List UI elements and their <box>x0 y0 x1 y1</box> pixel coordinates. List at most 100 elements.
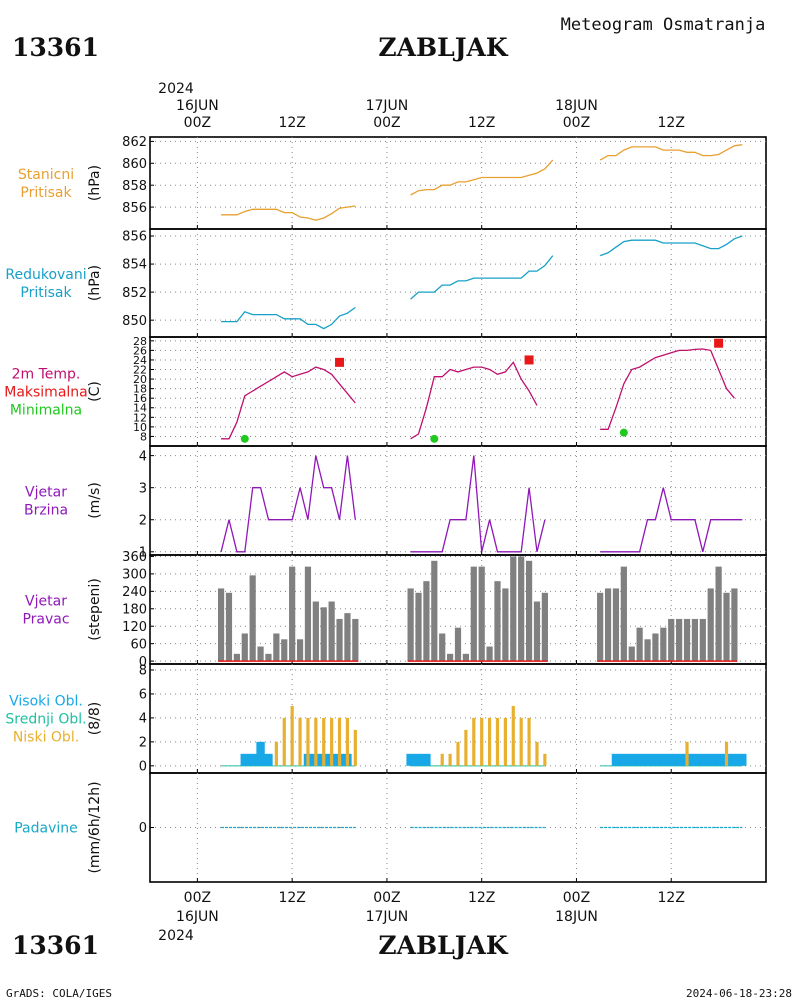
y-tick-label: 8 <box>140 430 147 443</box>
wind-dir-bar <box>217 588 225 662</box>
wind-dir-bar <box>628 646 635 662</box>
wind-dir-bar <box>304 566 312 662</box>
high-cloud-bar <box>738 753 747 766</box>
bottom-hour-label: 12Z <box>468 890 495 906</box>
high-cloud-bar <box>651 753 660 766</box>
station-name-top: ZABLJAK <box>378 33 509 62</box>
low-cloud-bar <box>345 717 350 766</box>
y-tick-label: 8 <box>139 664 147 679</box>
wind-dir-bar <box>439 633 446 662</box>
wind-dir-bar <box>612 588 620 662</box>
panel-precip: 0 (mm/6h/12h) Padavine <box>14 772 767 883</box>
low-cloud-bar <box>337 717 342 766</box>
wind-dir-bar <box>336 618 343 662</box>
low-cloud-bar <box>353 729 357 766</box>
panel-frame <box>149 336 767 447</box>
wind-dir-bar <box>510 556 517 662</box>
wind-dir-bar <box>723 592 730 662</box>
wind-dir-bar <box>541 592 548 662</box>
panel-label: Minimalna <box>10 403 82 419</box>
low-cloud-bar <box>322 717 326 766</box>
panel-label: Brzina <box>24 503 68 519</box>
y-tick-label: 860 <box>122 157 147 172</box>
wind-dir-bar <box>281 639 288 662</box>
y-tick-label: 854 <box>122 258 147 273</box>
y-tick-label: 14 <box>133 402 147 415</box>
max-temp-marker <box>714 338 724 348</box>
bottom-hour-label: 12Z <box>278 890 305 906</box>
y-tick-label: 4 <box>139 712 147 727</box>
y-tick-label: 26 <box>133 344 147 357</box>
y-tick-label: 2 <box>139 513 147 528</box>
high-cloud-bar <box>619 753 629 766</box>
wind-dir-bar <box>676 618 683 662</box>
station-id-bottom: 13361 <box>12 931 99 960</box>
unit-label: (m/s) <box>87 482 103 519</box>
low-cloud-bar <box>440 753 444 766</box>
bottom-year-label: 2024 <box>158 928 194 944</box>
wind-dir-bar <box>423 581 430 662</box>
wind-dir-bar <box>731 588 738 662</box>
y-tick-label: 20 <box>133 373 147 386</box>
wind-dir-bar <box>320 607 327 662</box>
series-line <box>221 205 356 221</box>
series-line <box>599 144 743 161</box>
low-cloud-bar <box>330 717 334 766</box>
panel-label: Srednji Obl. <box>5 712 86 728</box>
panel-label: Pritisak <box>20 285 72 301</box>
y-tick-label: 60 <box>130 637 147 652</box>
low-cloud-bar <box>511 705 515 766</box>
y-tick-label: 240 <box>122 585 147 600</box>
wind-dir-bar <box>328 601 335 662</box>
panel-clouds: 0 2 4 6 8 (8/8)Visoki Obl. Srednji Obl. Niski O… <box>5 663 767 774</box>
low-cloud-bar <box>480 717 484 766</box>
wind-dir-bar <box>265 653 272 662</box>
high-cloud-bar <box>635 753 644 766</box>
low-cloud-bar <box>472 717 476 766</box>
y-tick-label: 0 <box>139 655 147 670</box>
high-cloud-bar <box>730 753 739 766</box>
bottom-hour-label: 12Z <box>658 890 685 906</box>
wind-dir-bar <box>604 588 612 662</box>
low-cloud-bar <box>448 753 452 766</box>
wind-dir-bar <box>296 639 304 662</box>
y-tick-label: 850 <box>122 314 147 329</box>
y-tick-label: 18 <box>133 383 147 396</box>
y-tick-label: 2 <box>139 736 147 751</box>
wind-dir-bar <box>620 566 627 662</box>
min-temp-marker <box>619 428 628 437</box>
high-cloud-bar <box>627 753 636 766</box>
y-tick-label: 12 <box>133 411 147 424</box>
wind-dir-bar <box>289 566 296 662</box>
panel-station_pressure: 856 858 860 862 (hPa) Stanicni Pritisak <box>18 135 767 230</box>
wind-dir-bar <box>249 575 256 662</box>
top-hour-label: 12Z <box>468 115 495 131</box>
wind-dir-bar <box>431 560 438 662</box>
wind-dir-bar <box>691 618 699 662</box>
top-date-label: 17JUN <box>366 98 409 114</box>
panel-label: Niski Obl. <box>13 730 79 746</box>
wind-dir-bar <box>257 646 264 662</box>
panel-label: Stanicni <box>18 167 74 183</box>
top-hour-label: 00Z <box>184 115 211 131</box>
wind-dir-bar <box>494 581 501 662</box>
y-tick-label: 16 <box>133 392 147 405</box>
top-date-label: 18JUN <box>555 98 598 114</box>
high-cloud-bar <box>674 753 684 766</box>
low-cloud-bar <box>495 717 500 766</box>
top-hour-label: 00Z <box>563 115 590 131</box>
low-cloud-bar <box>282 717 286 766</box>
bottom-hour-label: 00Z <box>184 890 211 906</box>
panel-wind_direction: 0 60 120 180 240 300 360 (stepeni) Vjetar Pravac <box>22 550 767 670</box>
min-temp-marker <box>430 434 439 443</box>
wind-dir-bar <box>683 618 691 662</box>
low-cloud-bar <box>535 741 539 766</box>
y-tick-label: 300 <box>122 568 147 583</box>
wind-dir-bar <box>636 627 643 662</box>
max-temp-marker <box>524 355 534 365</box>
wind-dir-bar <box>273 633 280 662</box>
panel-label: 2m Temp. <box>12 367 81 383</box>
wind-dir-bar <box>533 601 541 662</box>
wind-dir-bar <box>715 566 722 662</box>
wind-dir-bar <box>668 618 675 662</box>
